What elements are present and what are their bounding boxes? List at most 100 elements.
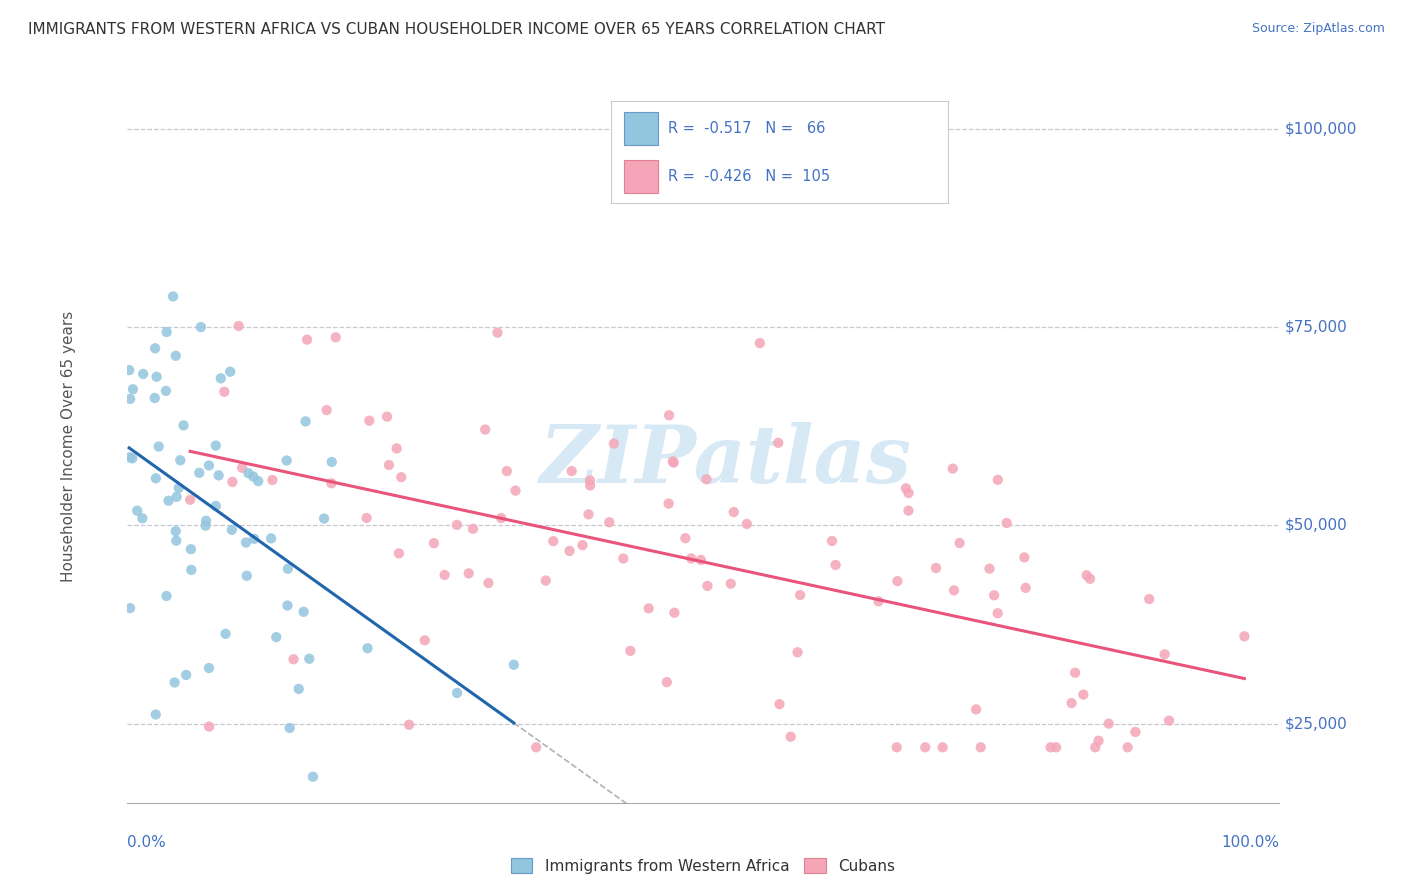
Point <box>118 363 141 377</box>
Point <box>446 517 468 532</box>
Text: $25,000: $25,000 <box>1285 716 1348 731</box>
Point <box>148 440 170 454</box>
Point <box>664 606 686 620</box>
Point <box>165 524 187 538</box>
Point <box>558 544 581 558</box>
Point <box>662 454 685 468</box>
Point <box>1039 740 1062 755</box>
Point <box>166 490 188 504</box>
Point <box>768 697 790 711</box>
Point <box>894 481 917 495</box>
Point <box>505 483 527 498</box>
Point <box>579 478 602 492</box>
Point <box>943 583 966 598</box>
Point <box>180 563 202 577</box>
Point <box>219 365 242 379</box>
Point <box>292 605 315 619</box>
Point <box>262 473 284 487</box>
Point <box>1073 688 1095 702</box>
Point <box>165 349 187 363</box>
Point <box>461 522 484 536</box>
Point <box>359 414 381 428</box>
Point <box>658 409 681 423</box>
Point <box>768 435 790 450</box>
Point <box>295 333 318 347</box>
Point <box>294 414 316 428</box>
Point <box>689 553 711 567</box>
Text: $100,000: $100,000 <box>1285 121 1358 136</box>
Point <box>662 456 685 470</box>
Point <box>118 601 141 615</box>
Point <box>897 503 920 517</box>
Point <box>457 566 479 581</box>
Point <box>356 511 378 525</box>
Point <box>221 475 243 489</box>
Point <box>446 686 468 700</box>
Point <box>942 461 965 475</box>
Point <box>198 720 221 734</box>
Point <box>1078 572 1101 586</box>
Point <box>145 369 167 384</box>
Point <box>1087 733 1109 747</box>
Point <box>658 497 681 511</box>
Point <box>167 481 190 495</box>
Point <box>696 579 718 593</box>
Point <box>534 574 557 588</box>
Point <box>260 532 283 546</box>
Point <box>735 516 758 531</box>
Point <box>204 439 226 453</box>
Point <box>1233 629 1256 643</box>
Point <box>325 330 347 344</box>
Point <box>155 589 177 603</box>
Point <box>321 476 343 491</box>
Point <box>389 470 412 484</box>
Point <box>122 382 145 396</box>
Point <box>931 740 953 755</box>
Point <box>673 531 696 545</box>
Point <box>388 546 411 560</box>
Point <box>356 641 378 656</box>
Point <box>242 469 264 483</box>
Point <box>868 594 890 608</box>
Point <box>413 633 436 648</box>
Point <box>204 499 226 513</box>
Point <box>121 451 143 466</box>
Point <box>173 418 195 433</box>
Point <box>385 442 408 456</box>
Text: ZIPatlas: ZIPatlas <box>540 422 912 499</box>
Point <box>155 384 177 398</box>
Point <box>190 320 212 334</box>
Point <box>579 474 602 488</box>
Point <box>174 668 197 682</box>
Point <box>987 606 1010 620</box>
Point <box>221 523 243 537</box>
Point <box>970 740 993 755</box>
Point <box>561 464 583 478</box>
Point <box>198 661 221 675</box>
Point <box>571 538 593 552</box>
Point <box>243 532 266 546</box>
Point <box>612 551 634 566</box>
Point <box>378 458 401 472</box>
Point <box>132 367 155 381</box>
Point <box>207 468 229 483</box>
Point <box>127 504 149 518</box>
Text: R =  -0.426   N =  105: R = -0.426 N = 105 <box>668 169 831 185</box>
Point <box>495 464 517 478</box>
Point <box>298 652 321 666</box>
Point <box>276 453 298 467</box>
Point <box>287 681 309 696</box>
Point <box>979 562 1001 576</box>
Point <box>1157 714 1180 728</box>
Point <box>1137 592 1160 607</box>
Point <box>821 534 844 549</box>
Point <box>157 493 180 508</box>
Point <box>209 371 232 385</box>
Point <box>603 436 626 450</box>
Point <box>748 336 770 351</box>
Point <box>477 576 499 591</box>
Bar <box>624 112 658 145</box>
Point <box>188 466 211 480</box>
Point <box>578 508 600 522</box>
Point <box>886 740 908 755</box>
